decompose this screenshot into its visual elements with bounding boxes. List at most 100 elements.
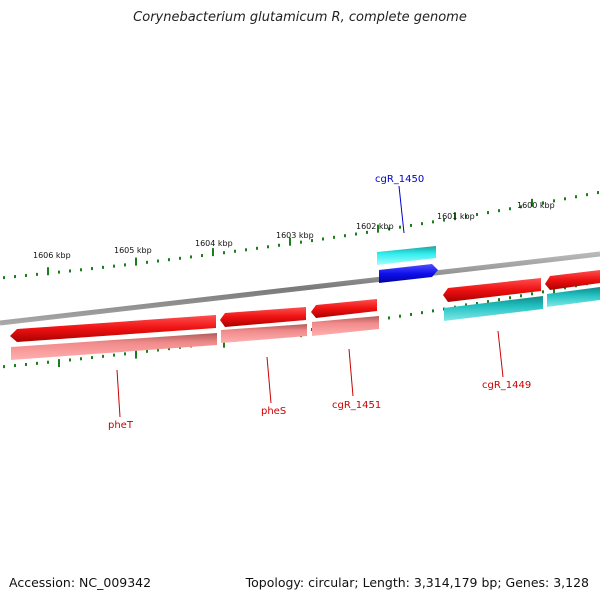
minor-tick (3, 276, 5, 280)
gene-label-phet[interactable]: pheT (108, 420, 134, 431)
accession-label: Accession: (9, 575, 76, 590)
minor-tick (25, 273, 27, 277)
minor-tick (476, 212, 478, 216)
gene-bar-right-edge[interactable] (547, 287, 600, 307)
minor-tick (190, 255, 192, 259)
gene-arrow-blue[interactable] (379, 264, 438, 283)
minor-tick (421, 311, 423, 315)
minor-tick (168, 258, 170, 262)
minor-tick (146, 349, 148, 353)
minor-tick (91, 356, 93, 360)
minor-tick (498, 209, 500, 213)
minor-tick (322, 237, 324, 241)
minor-tick (355, 232, 357, 236)
minor-tick (520, 205, 522, 209)
major-tick (531, 198, 533, 207)
gene-bar-phes[interactable] (221, 324, 307, 343)
minor-tick (531, 292, 533, 296)
gene-arrow-phet[interactable] (10, 315, 216, 342)
minor-tick (234, 249, 236, 253)
minor-tick (36, 361, 38, 365)
minor-tick (388, 227, 390, 231)
minor-tick (113, 353, 115, 357)
gene-label-cgr1450[interactable]: cgR_1450 (375, 174, 424, 185)
minor-tick (498, 298, 500, 302)
minor-tick (102, 354, 104, 358)
minor-tick (586, 193, 588, 197)
gene-bars-lower-row (11, 287, 600, 360)
minor-tick (509, 207, 511, 211)
minor-tick (80, 268, 82, 272)
minor-tick (575, 195, 577, 199)
gene-label-cgr1451[interactable]: cgR_1451 (332, 400, 381, 411)
minor-tick (553, 199, 555, 203)
minor-tick (157, 259, 159, 263)
gene-arrow-cgr1451[interactable] (311, 299, 377, 318)
leader-cgr1450 (398, 185, 405, 234)
kbp-label: 1602 kbp (356, 222, 394, 231)
topology-footer: Topology: circular; Length: 3,314,179 bp… (245, 575, 589, 590)
minor-tick (124, 352, 126, 356)
minor-tick (201, 254, 203, 258)
minor-tick (25, 362, 27, 366)
major-tick (553, 287, 555, 296)
kbp-label: 1605 kbp (114, 246, 152, 255)
leader-phet (116, 369, 121, 418)
minor-tick (465, 214, 467, 218)
minor-tick (102, 265, 104, 269)
minor-tick (333, 235, 335, 239)
gene-label-phes[interactable]: pheS (261, 406, 286, 417)
minor-tick (91, 267, 93, 271)
kbp-label: 1600 kbp (517, 201, 555, 210)
accession-footer: Accession: NC_009342 (9, 575, 151, 590)
minor-tick (542, 201, 544, 205)
minor-tick (487, 300, 489, 304)
gene-feature-cyan[interactable] (377, 246, 436, 265)
minor-tick (410, 223, 412, 227)
minor-tick (278, 243, 280, 247)
tick-track-upper (3, 191, 599, 280)
major-tick (223, 339, 225, 348)
gene-arrow-phes[interactable] (220, 307, 306, 327)
minor-tick (179, 256, 181, 260)
minor-tick (80, 357, 82, 361)
gene-bar-cgr1449[interactable] (444, 296, 543, 321)
minor-tick (311, 239, 313, 243)
minor-tick (509, 296, 511, 300)
major-tick (135, 257, 137, 266)
minor-tick (421, 222, 423, 226)
minor-tick (245, 248, 247, 252)
major-tick (135, 350, 137, 359)
gene-labels: cgR_1450 pheT pheS cgR_1451 cgR_1449 (108, 174, 531, 431)
gene-arrow-cgr1449[interactable] (443, 278, 541, 302)
minor-tick (14, 364, 16, 368)
minor-tick (124, 263, 126, 267)
major-tick (377, 224, 379, 233)
gene-cgR_1450[interactable] (377, 246, 438, 283)
leader-cgr1451 (348, 348, 354, 397)
minor-tick (113, 264, 115, 268)
minor-tick (388, 316, 390, 320)
minor-tick (366, 230, 368, 234)
accession-value: NC_009342 (79, 575, 152, 590)
major-tick (454, 212, 456, 221)
minor-tick (267, 245, 269, 249)
minor-tick (58, 270, 60, 274)
kbp-label: 1604 kbp (195, 239, 233, 248)
minor-tick (564, 197, 566, 201)
minor-tick (410, 312, 412, 316)
gene-arrow-right-edge[interactable] (545, 270, 600, 290)
minor-tick (597, 191, 599, 195)
minor-tick (399, 314, 401, 318)
minor-tick (476, 301, 478, 305)
gene-bar-cgr1451[interactable] (312, 316, 379, 336)
minor-tick (399, 225, 401, 229)
major-tick (47, 267, 49, 276)
gene-label-cgr1449[interactable]: cgR_1449 (482, 380, 531, 391)
minor-tick (520, 294, 522, 298)
minor-tick (344, 234, 346, 238)
gene-bar-phet[interactable] (11, 333, 217, 360)
minor-tick (157, 348, 159, 352)
minor-tick (300, 240, 302, 244)
